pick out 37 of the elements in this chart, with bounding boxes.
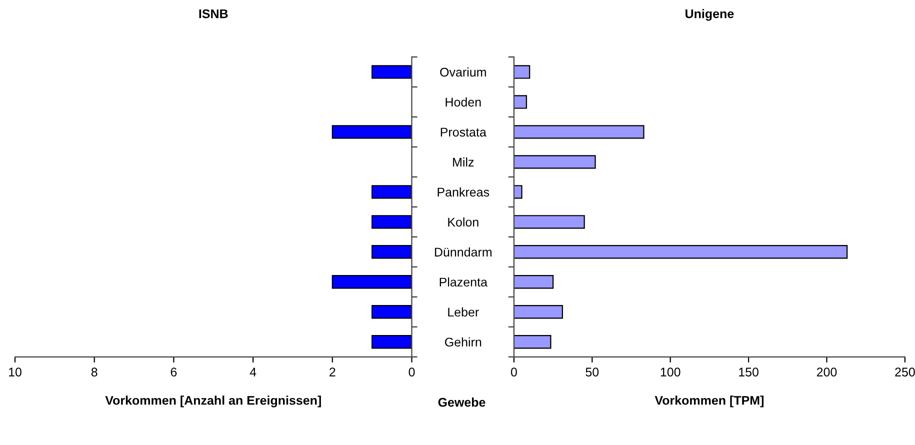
- chart-title: ISNB: [199, 9, 228, 18]
- x-tick-label: 200: [816, 368, 837, 376]
- x-tick-label: 4: [250, 368, 256, 376]
- bar: [514, 305, 563, 319]
- x-tick-label: 6: [170, 368, 177, 376]
- x-tick-label: 250: [895, 368, 915, 376]
- bar: [514, 155, 596, 169]
- y-tick-label: Prostata: [440, 128, 486, 137]
- x-tick-label: 2: [330, 368, 336, 376]
- bar: [514, 125, 644, 139]
- x-tick-label: 8: [91, 368, 98, 376]
- bar: [514, 65, 530, 79]
- bar: [514, 335, 552, 349]
- x-tick-label: 50: [586, 368, 599, 376]
- y-tick-label: Hoden: [446, 97, 481, 107]
- x-tick-label: 0: [408, 368, 415, 376]
- x-tick-label: 0: [510, 368, 517, 376]
- chart-title: Unigene: [686, 9, 734, 21]
- y-tick-label: Pankreas: [438, 187, 490, 197]
- y-tick-label: Milz: [453, 157, 474, 166]
- y-tick-label: Plazenta: [440, 277, 488, 287]
- x-axis-title: Vorkommen [Anzahl an Ereignissen]: [105, 396, 321, 408]
- bar: [514, 275, 554, 289]
- bar: [514, 185, 522, 199]
- bar: [514, 95, 528, 109]
- x-axis-title: Vorkommen [TPM]: [654, 396, 764, 408]
- y-axis-title: Gewebe: [438, 398, 486, 407]
- y-tick-label: Ovarium: [440, 67, 486, 77]
- x-tick-label: 100: [660, 368, 680, 376]
- x-tick-label: 10: [9, 368, 22, 376]
- bar: [514, 215, 585, 229]
- y-tick-label: Gehirn: [445, 337, 482, 347]
- x-tick-label: 150: [739, 368, 758, 376]
- y-tick-label: Leber: [448, 307, 479, 317]
- y-tick-label: Kolon: [448, 217, 478, 227]
- bar: [514, 245, 848, 259]
- y-tick-label: Dünndarm: [434, 247, 492, 257]
